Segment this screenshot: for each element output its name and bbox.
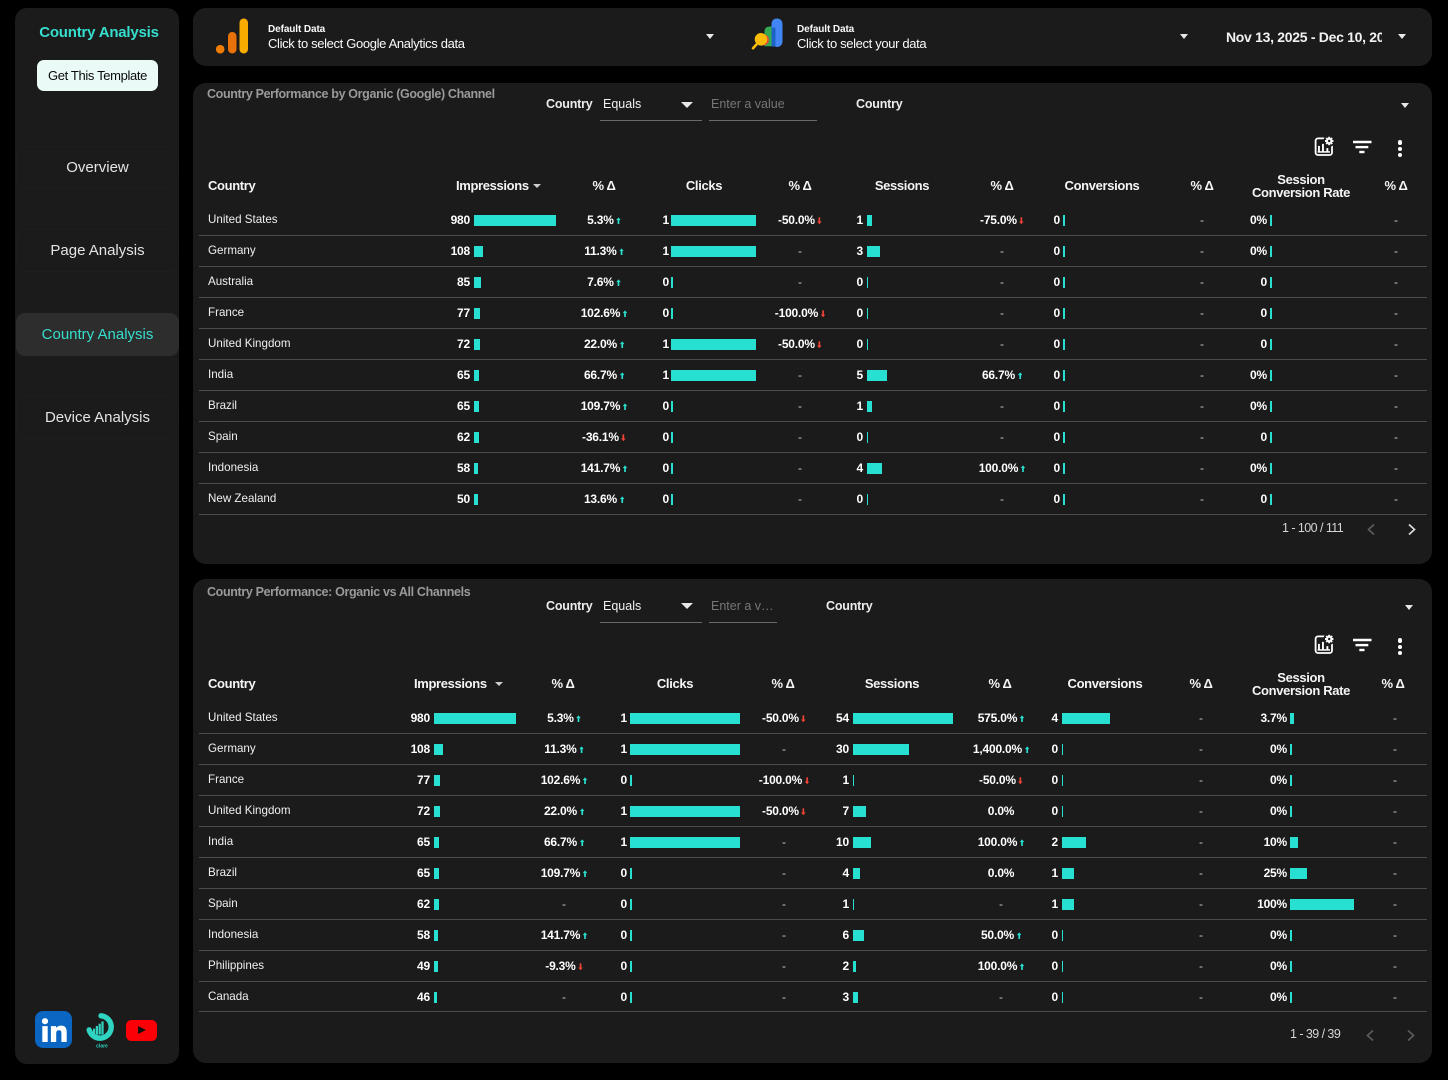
- svg-text:clare: clare: [96, 1044, 108, 1050]
